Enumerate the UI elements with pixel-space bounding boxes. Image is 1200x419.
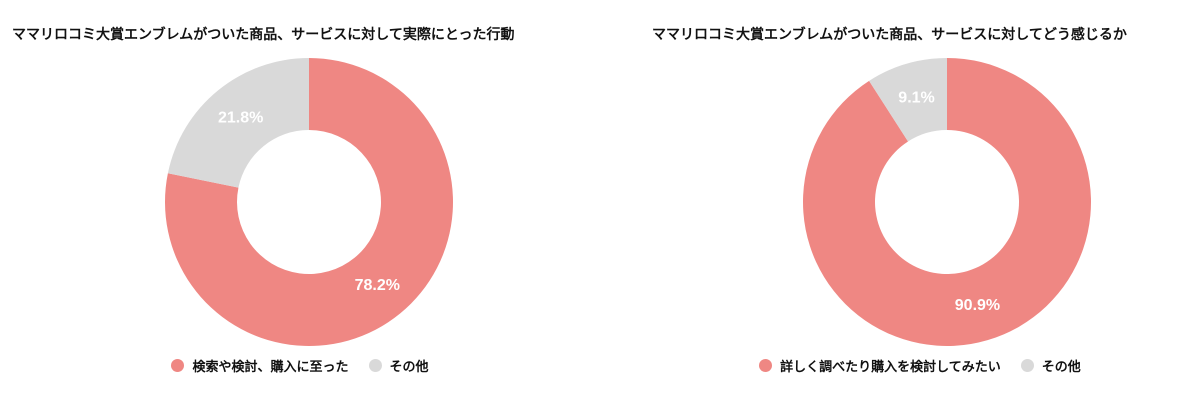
legend-label: 詳しく調べたり購入を検討してみたい: [780, 360, 1001, 375]
donut-slice-label: 90.9%: [955, 297, 1000, 314]
legend-swatch-icon: [759, 359, 773, 372]
chart-legend: 検索や検討、購入に至った その他: [0, 356, 600, 375]
donut-slice-label: 9.1%: [898, 90, 934, 107]
donut-slice-primary: [803, 58, 1091, 346]
legend-label: その他: [1041, 360, 1081, 375]
legend-swatch-icon: [368, 359, 382, 372]
legend-label: その他: [389, 360, 429, 375]
legend-item-primary: 検索や検討、購入に至った: [171, 356, 349, 375]
chart-title: ママリロコミ大賞エンブレムがついた商品、サービスに対してどう感じるか: [652, 27, 1127, 43]
donut-chart-action: 78.2% 21.8%: [165, 58, 453, 346]
legend-label: 検索や検討、購入に至った: [192, 360, 349, 375]
legend-item-other: その他: [1020, 356, 1081, 375]
chart-panel-action: ママリロコミ大賞エンブレムがついた商品、サービスに対して実際にとった行動 78.…: [0, 27, 600, 375]
legend-item-other: その他: [368, 356, 429, 375]
legend-swatch-icon: [171, 359, 185, 372]
chart-legend: 詳しく調べたり購入を検討してみたい その他: [640, 356, 1200, 375]
legend-swatch-icon: [1020, 359, 1034, 372]
chart-panel-feeling: ママリロコミ大賞エンブレムがついた商品、サービスに対してどう感じるか 90.9%…: [640, 0, 1200, 419]
donut-slice-other: [869, 58, 947, 142]
donut-slice-label: 78.2%: [355, 277, 400, 294]
donut-slice-primary: [165, 58, 453, 346]
donut-slice-other: [167, 58, 309, 188]
donut-chart-feeling: 90.9% 9.1%: [803, 58, 1091, 346]
donut-slice-label: 21.8%: [218, 110, 263, 127]
chart-title: ママリロコミ大賞エンブレムがついた商品、サービスに対して実際にとった行動: [12, 27, 515, 43]
legend-item-primary: 詳しく調べたり購入を検討してみたい: [759, 356, 1001, 375]
